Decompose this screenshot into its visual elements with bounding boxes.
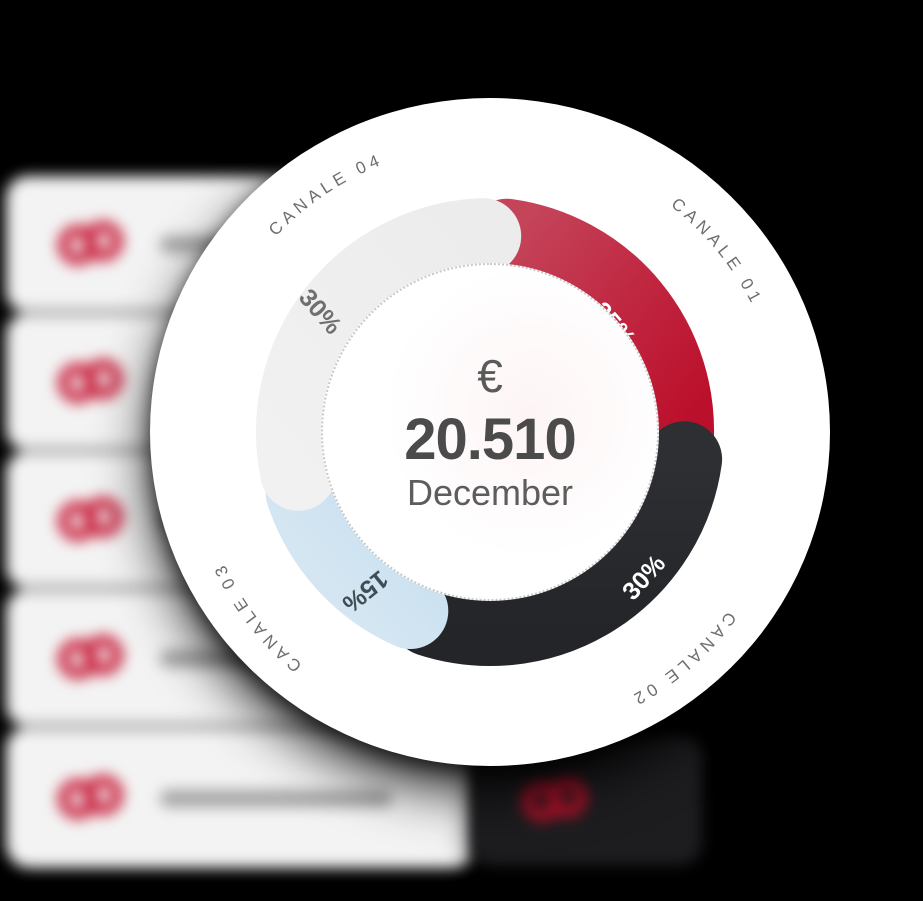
donut-chart: CANALE 01 CANALE 02 CANALE 03 CANALE 04 … <box>150 98 830 766</box>
currency-symbol: € <box>477 350 503 402</box>
chart-center-summary: € 20.510 December <box>325 353 655 511</box>
period-label: December <box>406 472 574 513</box>
list-item-label <box>160 789 392 807</box>
rim-label-canale-04: CANALE 04 <box>265 150 386 240</box>
chain-link-icon <box>50 213 131 273</box>
chain-link-icon <box>514 769 595 829</box>
segment-canale-03[interactable] <box>265 454 449 649</box>
segment-canale-04[interactable] <box>256 198 522 511</box>
total-amount: 20.510 <box>404 407 576 472</box>
chain-link-icon <box>50 767 131 827</box>
rim-label-canale-03: CANALE 03 <box>209 559 305 676</box>
rim-label-canale-01: CANALE 01 <box>668 194 767 309</box>
donut-ring-svg: CANALE 01 CANALE 02 CANALE 03 CANALE 04 … <box>209 150 767 711</box>
chain-link-icon <box>50 351 131 411</box>
inner-dotted-circle <box>321 263 659 601</box>
segment-canale-01[interactable] <box>469 198 715 481</box>
chain-link-icon <box>50 489 131 549</box>
rim-label-canale-02: CANALE 02 <box>627 608 740 710</box>
chain-link-icon <box>50 627 131 687</box>
segment-canale-02[interactable] <box>391 421 723 666</box>
